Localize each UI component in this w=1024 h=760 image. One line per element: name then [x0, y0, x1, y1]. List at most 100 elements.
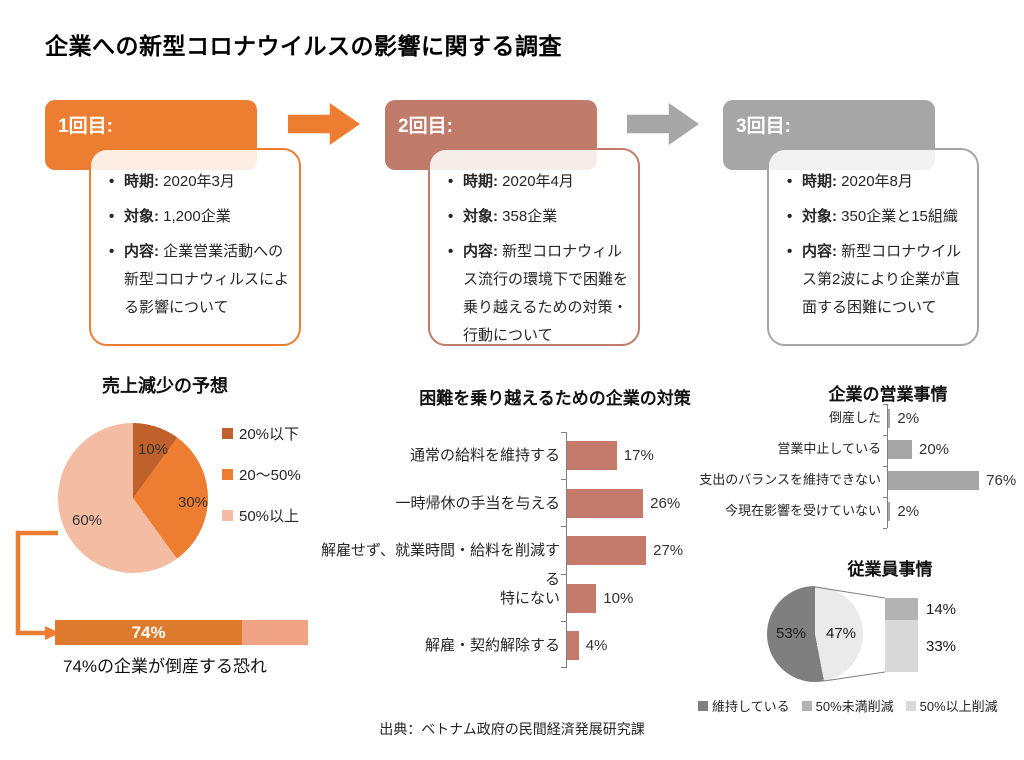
breakout-value-label: 14%: [926, 601, 957, 618]
axis-tick: [561, 621, 566, 622]
item-text: 2020年3月: [163, 173, 235, 190]
item-key: 内容:: [463, 243, 498, 260]
item-key: 対象:: [802, 208, 837, 225]
item-text: 企業営業活動への新型コロナウィルスによる影響について: [124, 243, 290, 316]
axis-tick: [561, 479, 566, 480]
bar-row: 26%: [567, 489, 680, 518]
axis-tick: [883, 435, 887, 436]
axis-tick: [561, 574, 566, 575]
sales-pie-chart: [58, 423, 208, 573]
bar-row: 27%: [567, 536, 683, 565]
item-key: 対象:: [124, 208, 159, 225]
breakout-segment: [885, 598, 918, 620]
bar: [567, 441, 617, 470]
flow-arrow-icon: [627, 103, 699, 145]
source-note: 出典：ベトナム政府の民間経済発展研究課: [379, 721, 645, 737]
legend-swatch: [698, 700, 708, 711]
callout-arrow-icon: [15, 530, 60, 640]
item-text: 358企業: [502, 208, 558, 225]
phase-3-detail-card: 時期: 2020年8月 対象: 350企業と15組織 内容: 新型コロナウイルス…: [767, 148, 979, 346]
phase-1-detail-card: 時期: 2020年3月 対象: 1,200企業 内容: 企業営業活動への新型コロ…: [89, 148, 301, 346]
axis-tick: [883, 497, 887, 498]
phase-2-label: 2回目:: [398, 116, 453, 137]
item-text: 2020年8月: [841, 173, 913, 190]
legend-item: 20〜50%: [222, 464, 301, 485]
bankruptcy-bar-main-segment: 74%: [55, 620, 243, 645]
bankruptcy-bar-value: 74%: [131, 622, 166, 642]
bar-value-label: 2%: [897, 410, 920, 427]
bar: [567, 536, 647, 565]
bar: [888, 440, 912, 459]
bankruptcy-caption: 74%の企業が倒産する恐れ: [63, 657, 268, 676]
legend-swatch: [801, 700, 812, 711]
category-label: 解雇・契約解除する: [424, 637, 560, 654]
detail-item: 内容: 新型コロナウィルス流行の環境下で困難を乗り越えるための対策・行動について: [448, 238, 628, 350]
legend-label: 50%未満削減: [815, 699, 894, 714]
legend-item: 50%以上: [222, 505, 301, 526]
bar-row: 10%: [567, 584, 633, 613]
item-key: 時期:: [463, 173, 498, 190]
axis-tick: [561, 667, 566, 668]
employees-pie-chart: [767, 586, 863, 682]
detail-item: 対象: 350企業と15組織: [787, 203, 967, 231]
breakout-bar: [885, 598, 918, 672]
bar-row: 76%: [888, 471, 1016, 490]
axis-tick: [883, 528, 887, 529]
category-label: 営業中止している: [777, 441, 881, 456]
category-label: 倒産した: [828, 410, 881, 425]
item-text: 新型コロナウイルス第2波により企業が直面する困難について: [802, 243, 962, 316]
legend-swatch: [222, 469, 233, 480]
bankruptcy-bar: 74%: [55, 620, 308, 645]
item-key: 内容:: [124, 243, 159, 260]
detail-item: 対象: 358企業: [448, 203, 628, 231]
bar: [567, 584, 597, 613]
item-text: 350企業と15組織: [841, 208, 958, 225]
legend-item: 維持している: [698, 696, 790, 715]
legend-swatch: [222, 428, 233, 439]
item-key: 対象:: [463, 208, 498, 225]
bar: [567, 631, 579, 660]
category-label: 解雇せず、就業時間・給料を削減する: [321, 542, 560, 588]
business-chart-title: 企業の営業事情: [828, 385, 948, 404]
detail-item: 時期: 2020年4月: [448, 168, 628, 196]
legend-item: 20%以下: [222, 423, 301, 444]
item-text: 1,200企業: [163, 208, 231, 225]
employees-legend: 維持している 50%未満削減 50%以上削減: [698, 696, 998, 715]
legend-item: 50%未満削減: [801, 696, 894, 715]
pie-slice-label: 47%: [825, 625, 857, 642]
axis-line: [887, 404, 888, 528]
phase-2-detail-card: 時期: 2020年4月 対象: 358企業 内容: 新型コロナウィルス流行の環境…: [428, 148, 640, 346]
legend-label: 20〜50%: [239, 467, 301, 484]
bar-value-label: 2%: [897, 503, 920, 520]
bar: [567, 489, 644, 518]
bar-row: 2%: [888, 502, 919, 521]
phase-3-label: 3回目:: [736, 116, 791, 137]
legend-swatch: [905, 700, 916, 711]
category-label: 通常の給料を維持する: [409, 447, 560, 464]
pie-slice-label: 53%: [775, 625, 807, 642]
item-text: 新型コロナウィルス流行の環境下で困難を乗り越えるための対策・行動について: [463, 243, 629, 344]
item-key: 内容:: [802, 243, 837, 260]
bankruptcy-bar-rest-segment: [242, 620, 308, 645]
measures-chart-title: 困難を乗り越えるための企業の対策: [419, 389, 691, 408]
bar-row: 4%: [567, 631, 607, 660]
bar-value-label: 17%: [623, 447, 654, 464]
axis-tick: [883, 466, 887, 467]
legend-label: 維持している: [712, 699, 790, 714]
bar-value-label: 10%: [603, 590, 634, 607]
bar-row: 20%: [888, 440, 949, 459]
pie-slice-label: 10%: [137, 441, 169, 458]
legend-label: 50%以上: [239, 508, 300, 525]
breakout-value-label: 33%: [926, 638, 957, 655]
legend-item: 50%以上削減: [905, 696, 998, 715]
pie-slice-label: 60%: [71, 512, 103, 529]
bar-value-label: 27%: [653, 542, 684, 559]
legend-label: 20%以下: [239, 426, 300, 443]
item-key: 時期:: [802, 173, 837, 190]
bar: [888, 409, 891, 428]
employees-chart-title: 従業員事情: [847, 560, 933, 579]
phase-2-detail-list: 時期: 2020年4月 対象: 358企業 内容: 新型コロナウィルス流行の環境…: [448, 168, 628, 350]
phase-1-detail-list: 時期: 2020年3月 対象: 1,200企業 内容: 企業営業活動への新型コロ…: [109, 168, 289, 322]
bar: [888, 502, 891, 521]
